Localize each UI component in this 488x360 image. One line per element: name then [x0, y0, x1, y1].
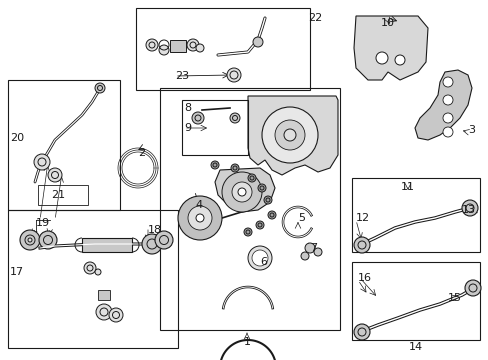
Circle shape: [251, 250, 267, 266]
Text: 11: 11: [400, 182, 414, 192]
Text: 14: 14: [408, 342, 422, 352]
Text: 7: 7: [309, 243, 317, 253]
Circle shape: [95, 269, 101, 275]
Polygon shape: [98, 290, 110, 300]
Circle shape: [284, 129, 295, 141]
Circle shape: [20, 230, 40, 250]
Polygon shape: [414, 70, 471, 140]
Circle shape: [238, 188, 245, 196]
Circle shape: [39, 231, 57, 249]
Circle shape: [247, 174, 256, 182]
Bar: [8, 210, 178, 348]
Circle shape: [274, 120, 305, 150]
Circle shape: [262, 107, 317, 163]
Circle shape: [230, 164, 239, 172]
Bar: [182, 100, 247, 155]
Circle shape: [442, 95, 452, 105]
Circle shape: [155, 231, 173, 249]
Polygon shape: [170, 40, 185, 52]
Circle shape: [394, 55, 404, 65]
Circle shape: [142, 234, 162, 254]
Text: 9: 9: [183, 123, 191, 133]
Text: 2: 2: [138, 148, 145, 158]
Text: 8: 8: [183, 103, 191, 113]
Circle shape: [461, 200, 477, 216]
Text: 5: 5: [297, 213, 305, 223]
Text: 20: 20: [10, 133, 24, 143]
Circle shape: [252, 37, 263, 47]
Circle shape: [192, 112, 203, 124]
Text: 18: 18: [148, 225, 162, 235]
Polygon shape: [82, 238, 132, 252]
Bar: [351, 178, 479, 252]
Circle shape: [178, 196, 222, 240]
Circle shape: [28, 238, 32, 242]
Circle shape: [267, 211, 275, 219]
Text: 16: 16: [357, 273, 371, 283]
Circle shape: [210, 161, 219, 169]
Bar: [8, 80, 120, 210]
Circle shape: [95, 83, 105, 93]
Circle shape: [375, 52, 387, 64]
Bar: [351, 262, 479, 340]
Circle shape: [146, 39, 158, 51]
Text: 1: 1: [243, 337, 250, 347]
Circle shape: [305, 243, 314, 253]
Circle shape: [464, 280, 480, 296]
Circle shape: [109, 308, 123, 322]
Circle shape: [226, 68, 241, 82]
Circle shape: [264, 196, 271, 204]
Text: 12: 12: [355, 213, 369, 223]
Bar: [38, 185, 88, 205]
Circle shape: [159, 45, 169, 55]
Circle shape: [244, 228, 251, 236]
Text: 4: 4: [195, 200, 202, 210]
Circle shape: [353, 237, 369, 253]
Polygon shape: [247, 96, 337, 175]
Circle shape: [186, 39, 199, 51]
Circle shape: [196, 214, 203, 222]
Bar: [160, 88, 339, 330]
Circle shape: [247, 246, 271, 270]
Circle shape: [301, 252, 308, 260]
Circle shape: [84, 262, 96, 274]
Circle shape: [222, 172, 262, 212]
Circle shape: [258, 184, 265, 192]
Bar: [136, 8, 309, 90]
Polygon shape: [353, 16, 427, 80]
Circle shape: [256, 221, 264, 229]
Text: 22: 22: [307, 13, 322, 23]
Circle shape: [442, 77, 452, 87]
Text: 17: 17: [10, 267, 24, 277]
Circle shape: [313, 248, 321, 256]
Circle shape: [231, 182, 251, 202]
Circle shape: [353, 324, 369, 340]
Circle shape: [442, 113, 452, 123]
Text: 13: 13: [461, 205, 475, 215]
Text: 3: 3: [467, 125, 474, 135]
Circle shape: [229, 113, 240, 123]
Circle shape: [48, 168, 62, 182]
Text: 19: 19: [36, 218, 50, 228]
Circle shape: [187, 206, 212, 230]
Circle shape: [96, 304, 112, 320]
Text: 10: 10: [380, 18, 394, 28]
Circle shape: [196, 44, 203, 52]
Text: 23: 23: [175, 71, 189, 81]
Text: 6: 6: [260, 257, 266, 267]
Text: 15: 15: [447, 293, 461, 303]
Circle shape: [442, 127, 452, 137]
Polygon shape: [215, 168, 274, 212]
Circle shape: [34, 154, 50, 170]
Text: 21: 21: [51, 190, 65, 200]
